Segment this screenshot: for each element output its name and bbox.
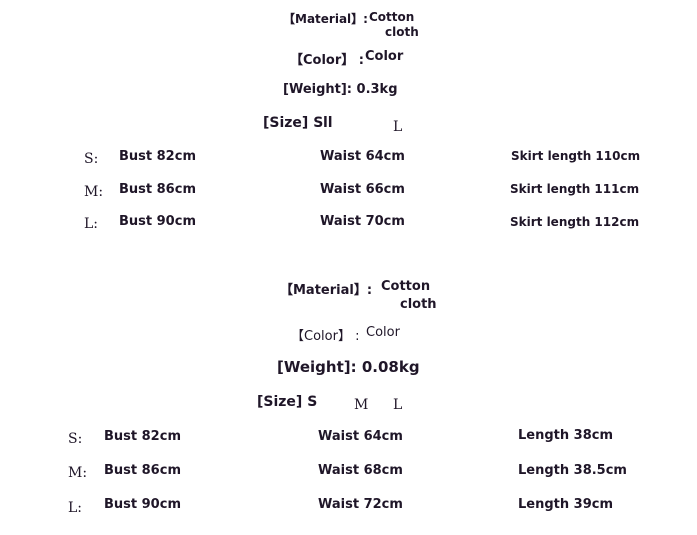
row-waist: Waist 64cm (318, 429, 403, 444)
size-m: ll (323, 115, 333, 131)
row-size: S: (84, 151, 99, 167)
row-bust: Bust 82cm (119, 149, 196, 164)
material-value-cont: cloth (385, 25, 419, 39)
row-length: Skirt length 110cm (511, 149, 641, 163)
color-label: 【Color】 : (290, 53, 364, 68)
row-waist: Waist 72cm (318, 497, 403, 512)
material-value: Cotton (381, 279, 431, 294)
row-size: M: (68, 465, 88, 481)
row-size: L: (84, 216, 99, 232)
color-value: Color (366, 325, 400, 340)
weight: [Weight]: 0.3kg (283, 82, 398, 97)
row-waist: Waist 70cm (320, 214, 405, 229)
color-label: 【Color】 : (291, 329, 360, 344)
material-value-cont: cloth (400, 297, 437, 312)
color-value: Color (365, 49, 404, 64)
row-bust: Bust 86cm (104, 463, 181, 478)
material-value: Cotton (369, 10, 415, 24)
row-bust: Bust 90cm (104, 497, 181, 512)
row-waist: Waist 68cm (318, 463, 403, 478)
row-bust: Bust 90cm (119, 214, 196, 229)
row-length: Length 38cm (518, 428, 613, 443)
row-size: M: (84, 184, 104, 200)
row-size: S: (68, 431, 83, 447)
row-waist: Waist 66cm (320, 182, 405, 197)
size-label: [Size] S (257, 394, 318, 410)
material-label: 【Material】: (280, 283, 373, 298)
row-length: Skirt length 111cm (510, 182, 640, 196)
size-l: L (393, 119, 403, 135)
row-bust: Bust 86cm (119, 182, 196, 197)
row-length: Length 39cm (518, 497, 613, 512)
material-label: 【Material】: (283, 12, 368, 26)
size-label: [Size] S (263, 115, 324, 131)
row-waist: Waist 64cm (320, 149, 405, 164)
row-length: Length 38.5cm (518, 463, 627, 478)
weight: [Weight]: 0.08kg (277, 358, 420, 376)
row-length: Skirt length 112cm (510, 215, 640, 229)
row-bust: Bust 82cm (104, 429, 181, 444)
size-m: M (354, 397, 369, 413)
size-l: L (393, 397, 403, 413)
row-size: L: (68, 500, 83, 516)
